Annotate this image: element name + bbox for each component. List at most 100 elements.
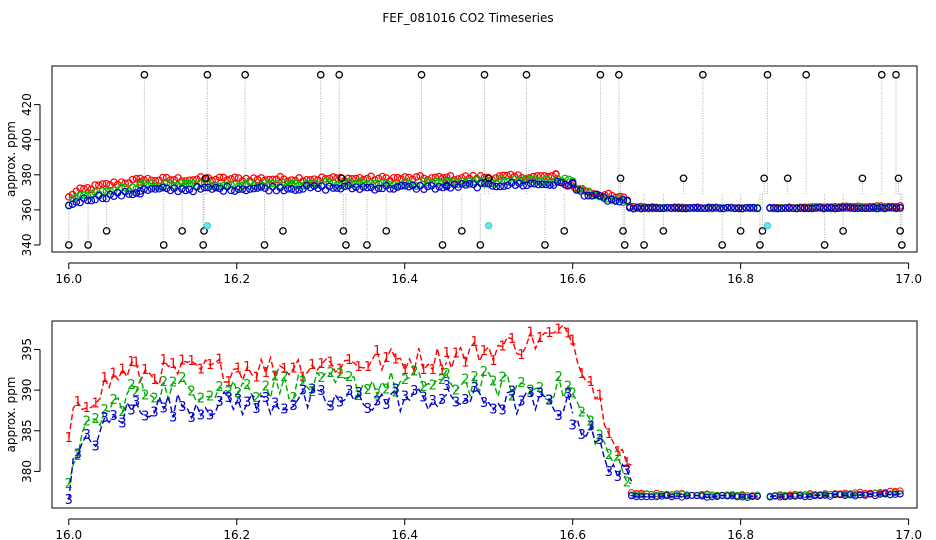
spike-point [736,227,745,235]
series-3-marker: 3 [234,392,242,407]
series-3-point [873,204,882,213]
series-2-marker: 2 [178,371,186,386]
series-2-point [603,195,612,203]
spike-point [84,241,92,249]
series-2-marker: 2 [271,370,279,385]
series-3-marker: 3 [299,384,307,399]
series-1-marker: 1 [100,371,108,386]
series-1-marker: 1 [419,363,427,378]
series-3-marker: 3 [517,394,525,409]
x-tick-label: 16.2 [223,528,250,540]
series-1-marker: 1 [489,354,497,369]
series-3-point [523,181,531,190]
series-2-marker: 2 [160,375,168,390]
series-2-point [268,179,277,188]
series-2-marker: 2 [243,378,251,393]
series-1-marker: 1 [517,348,525,363]
series-3-point [858,204,866,213]
series-2-marker: 2 [587,415,595,430]
y-tick-label: 360 [20,198,34,221]
spike-point [64,241,73,249]
series-3-point [355,185,364,193]
series-2-segment [446,371,574,402]
series-3-point [484,179,493,188]
series-3-marker [743,493,751,501]
series-3-point [865,204,874,213]
series-3-point [333,184,341,192]
series-2-point [580,186,589,195]
series-3-marker [791,492,799,500]
series-2-point [287,179,296,188]
series-2-point [412,182,421,190]
series-1-marker: 1 [160,353,168,368]
series-1-marker: 1 [118,362,126,377]
series-3-marker [663,492,671,500]
series-3-marker: 3 [160,402,168,417]
x-tick-label: 16.8 [727,528,754,540]
series-1-marker: 1 [74,395,82,410]
series-3-point [742,204,750,212]
series-1-marker: 1 [299,370,307,385]
series-2-marker: 2 [536,381,544,396]
series-3-point [166,186,175,195]
series-3-point [633,203,642,212]
series-1-marker: 1 [471,335,479,350]
series-1-point [506,170,515,179]
series-3-point [580,192,589,200]
series-2-marker: 2 [197,391,205,406]
series-3-point [553,177,562,186]
series-3-point [174,187,182,196]
series-2-marker [826,490,834,498]
series-3-point [719,204,728,213]
cyan-point [484,221,493,230]
series-2-marker: 2 [605,448,613,463]
series-2-marker: 2 [429,379,437,394]
series-3-point [140,185,148,193]
series-3-marker [786,492,794,500]
series-3-point [674,204,683,212]
series-3-point [823,204,832,212]
series-3-point [325,182,334,191]
series-3-point [397,182,406,190]
series-3-point [405,182,413,191]
series-3-marker [693,492,701,500]
spike-point [783,174,792,183]
plot-frame [51,65,918,253]
series-3-marker: 3 [461,393,469,408]
series-3-point [76,198,84,207]
series-1-point [333,174,341,182]
series-1-point [215,173,224,182]
series-3-point [435,182,443,191]
series-3-point [746,203,754,212]
series-3-marker: 3 [336,395,344,410]
spike-point [335,70,344,79]
series-2-point [170,182,179,190]
series-1-marker: 1 [605,427,613,442]
series-3-point [572,186,581,194]
series-2-marker [668,491,676,499]
series-3-point [401,181,409,190]
series-3-point [576,187,585,195]
series-3-marker: 3 [197,408,205,423]
series-2-marker: 2 [280,370,288,385]
series-3-point [678,204,687,213]
series-3-point [881,204,889,213]
series-3-point [162,184,171,193]
series-3-marker [831,491,839,499]
series-3-marker: 3 [578,428,586,443]
series-2-point [80,191,88,199]
series-3-marker: 3 [92,439,100,454]
series-3-marker [658,492,666,500]
series-1-point [121,179,129,188]
series-3-point [371,186,379,194]
series-1-marker: 1 [252,371,260,386]
series-3-point [789,204,797,213]
series-2-marker: 2 [564,379,572,394]
series-2-point [619,198,628,207]
series-1-point [147,176,156,185]
series-3-marker [703,493,711,501]
series-1-point [393,173,402,182]
series-3-marker [733,493,741,501]
series-2-marker: 2 [299,375,307,390]
series-3-marker [683,492,691,500]
